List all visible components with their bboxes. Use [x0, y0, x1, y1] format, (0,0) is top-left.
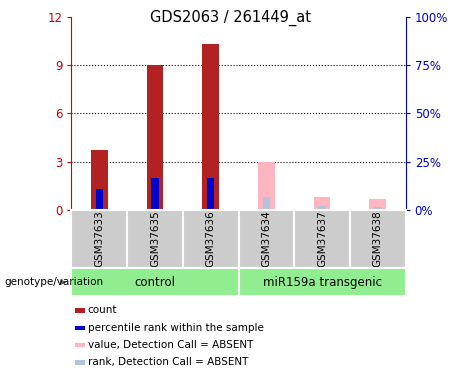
Bar	[75, 326, 85, 330]
Text: GDS2063 / 261449_at: GDS2063 / 261449_at	[150, 9, 311, 26]
Bar	[374, 207, 382, 210]
Bar	[369, 199, 386, 210]
Text: GSM37635: GSM37635	[150, 211, 160, 267]
Text: GSM37637: GSM37637	[317, 211, 327, 267]
Text: GSM37633: GSM37633	[95, 211, 104, 267]
Bar	[314, 197, 331, 210]
Text: percentile rank within the sample: percentile rank within the sample	[88, 323, 264, 333]
Bar	[75, 343, 85, 347]
Bar	[319, 206, 326, 210]
Bar	[263, 197, 270, 210]
Bar	[183, 210, 238, 268]
Text: value, Detection Call = ABSENT: value, Detection Call = ABSENT	[88, 340, 253, 350]
Text: GSM37638: GSM37638	[373, 211, 383, 267]
Bar	[147, 65, 163, 210]
Bar	[95, 189, 103, 210]
Bar	[71, 210, 127, 268]
Text: miR159a transgenic: miR159a transgenic	[263, 276, 382, 289]
Bar	[127, 210, 183, 268]
Bar	[202, 44, 219, 210]
Bar	[238, 210, 294, 268]
Bar	[151, 178, 159, 210]
Bar	[258, 162, 275, 210]
Text: rank, Detection Call = ABSENT: rank, Detection Call = ABSENT	[88, 357, 248, 368]
Text: genotype/variation: genotype/variation	[5, 277, 104, 287]
Bar	[71, 268, 239, 296]
Text: control: control	[135, 276, 176, 289]
Text: GSM37636: GSM37636	[206, 211, 216, 267]
Bar	[75, 308, 85, 313]
Text: count: count	[88, 305, 117, 315]
Bar	[350, 210, 406, 268]
Bar	[75, 360, 85, 364]
Bar	[207, 178, 214, 210]
Text: GSM37634: GSM37634	[261, 211, 272, 267]
Bar	[294, 210, 350, 268]
Bar	[91, 150, 108, 210]
Bar	[238, 268, 406, 296]
